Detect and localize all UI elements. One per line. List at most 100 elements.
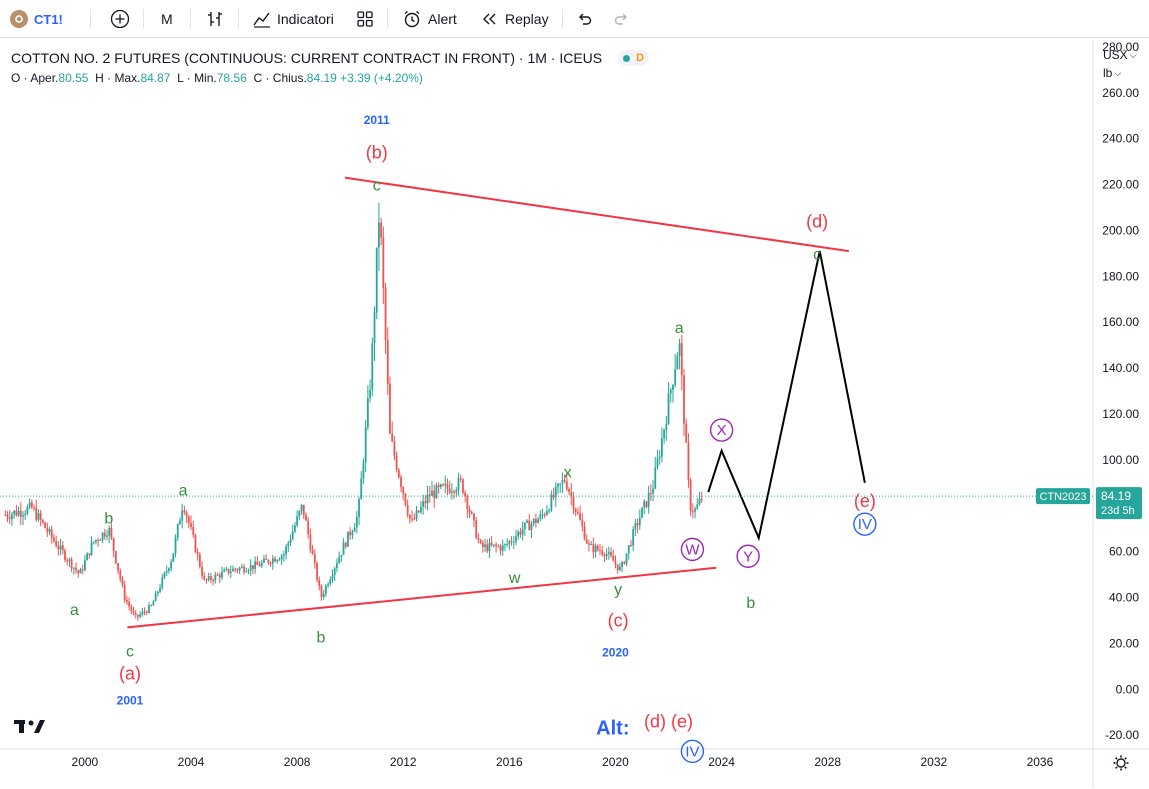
- candle-body: [227, 568, 230, 574]
- candle-body: [512, 541, 515, 543]
- undo-button[interactable]: [575, 0, 593, 38]
- interval-button[interactable]: M: [161, 0, 173, 38]
- candle-body: [565, 481, 568, 490]
- candle-body: [145, 611, 148, 613]
- candle-body: [645, 501, 648, 507]
- candle-body: [320, 585, 323, 598]
- chart-type-button[interactable]: [205, 0, 225, 38]
- candle-body: [110, 527, 113, 538]
- candle-body: [543, 514, 546, 516]
- candle-body: [181, 510, 184, 521]
- candle-body: [355, 517, 358, 528]
- candle-body: [8, 517, 11, 519]
- candle-body: [46, 528, 49, 532]
- candle-body: [101, 532, 104, 540]
- candle-body: [156, 591, 159, 594]
- drawings[interactable]: [127, 176, 866, 629]
- indicators-button[interactable]: Indicatori: [252, 0, 334, 38]
- candle-body: [205, 579, 208, 581]
- candle-body: [641, 507, 643, 518]
- candle-body: [497, 546, 500, 548]
- candle-body: [11, 514, 13, 519]
- unit-select[interactable]: lb ⌵: [1095, 64, 1149, 82]
- candle-body: [48, 529, 51, 532]
- candle-body: [541, 514, 544, 516]
- candle-body: [479, 540, 482, 543]
- time-axis[interactable]: 2000 2004 2008 2012 2016 2020 2024 2028 2032 2036: [72, 755, 1129, 771]
- trendline-lower[interactable]: [127, 566, 717, 629]
- candle-body: [636, 523, 639, 525]
- redo-button[interactable]: [613, 0, 631, 38]
- candle-body: [570, 491, 573, 496]
- candle-body: [103, 532, 106, 537]
- candle-body: [198, 554, 201, 567]
- candle-body: [291, 531, 294, 540]
- candle-body: [152, 601, 155, 606]
- candle-body: [256, 561, 259, 565]
- candle-body: [119, 570, 122, 579]
- candle-body: [313, 554, 316, 563]
- high-key: H: [95, 71, 104, 85]
- candle-body: [194, 535, 197, 553]
- wave-label: X: [717, 422, 727, 439]
- candle-body: [121, 578, 124, 586]
- candle-body: [519, 531, 522, 535]
- candle-body: [470, 512, 473, 514]
- candle-body: [263, 558, 265, 563]
- candle-body: [322, 593, 325, 598]
- candle-body: [26, 507, 29, 514]
- price-chart[interactable]: 2000 2004 2008 2012 2016 2020 2024 2028 2032 2036…: [0, 38, 1149, 789]
- candle-body: [249, 565, 252, 571]
- candle-body: [590, 543, 593, 545]
- market-status-badge[interactable]: D: [618, 50, 650, 66]
- candle-body: [495, 544, 497, 547]
- price-tick-label: 160.00: [1102, 315, 1139, 329]
- chart-legend-title: COTTON NO. 2 FUTURES (CONTINUOUS: CURREN…: [11, 50, 650, 66]
- candle-body: [41, 519, 44, 523]
- time-tick-label: 2028: [814, 755, 841, 769]
- settings-gear-icon[interactable]: [1113, 755, 1129, 771]
- candle-body: [378, 222, 380, 248]
- tradingview-logo-icon[interactable]: [14, 720, 45, 733]
- candle-body: [305, 515, 307, 521]
- symbol-price-tag: [1036, 488, 1090, 505]
- candle-body: [389, 383, 391, 434]
- candle-body: [492, 544, 495, 546]
- candle-body: [488, 542, 491, 552]
- price-tick-label: 60.00: [1109, 545, 1139, 559]
- change-percent: (+4.20%): [373, 71, 423, 85]
- candle-body: [435, 485, 438, 499]
- candle-body: [397, 469, 400, 478]
- price-axis[interactable]: -20.000.0020.0040.0060.0080.00100.00120.…: [1102, 40, 1139, 742]
- candle-body: [338, 557, 341, 564]
- candle-body: [515, 536, 517, 542]
- symbol-search-button[interactable]: CT1!: [10, 0, 63, 38]
- candle-body: [183, 510, 186, 513]
- candle-body: [603, 554, 606, 557]
- candle-body: [35, 507, 38, 520]
- candle-body: [618, 566, 621, 571]
- price-tick-label: 120.00: [1102, 407, 1139, 421]
- series-title[interactable]: COTTON NO. 2 FUTURES (CONTINUOUS: CURREN…: [11, 50, 603, 66]
- candle-body: [141, 611, 144, 615]
- replay-button[interactable]: Replay: [481, 0, 549, 38]
- trendline-upper[interactable]: [344, 176, 850, 253]
- candle-body: [196, 552, 199, 555]
- currency-select[interactable]: USX ⌵: [1095, 46, 1149, 64]
- candle-body: [475, 520, 478, 539]
- candle-body: [594, 545, 597, 553]
- wave-projection-path[interactable]: [707, 250, 866, 542]
- candle-body: [68, 559, 71, 562]
- candle-body: [581, 519, 584, 527]
- layouts-button[interactable]: [356, 0, 374, 38]
- compare-button[interactable]: [110, 0, 130, 38]
- wave-circle-marker: [736, 544, 760, 568]
- alert-button[interactable]: Alert: [402, 0, 457, 38]
- candle-body: [187, 516, 190, 524]
- candle-body: [252, 565, 254, 570]
- candle-body: [607, 552, 610, 554]
- wave-labels: 2011 (b) c (d) c a Xx a b a (e) IV W Yw y b b (c) c (a) 2020…: [14, 113, 877, 763]
- wave-label: (d) (e): [644, 711, 693, 731]
- candle-body: [218, 574, 221, 578]
- candle-body: [57, 546, 60, 550]
